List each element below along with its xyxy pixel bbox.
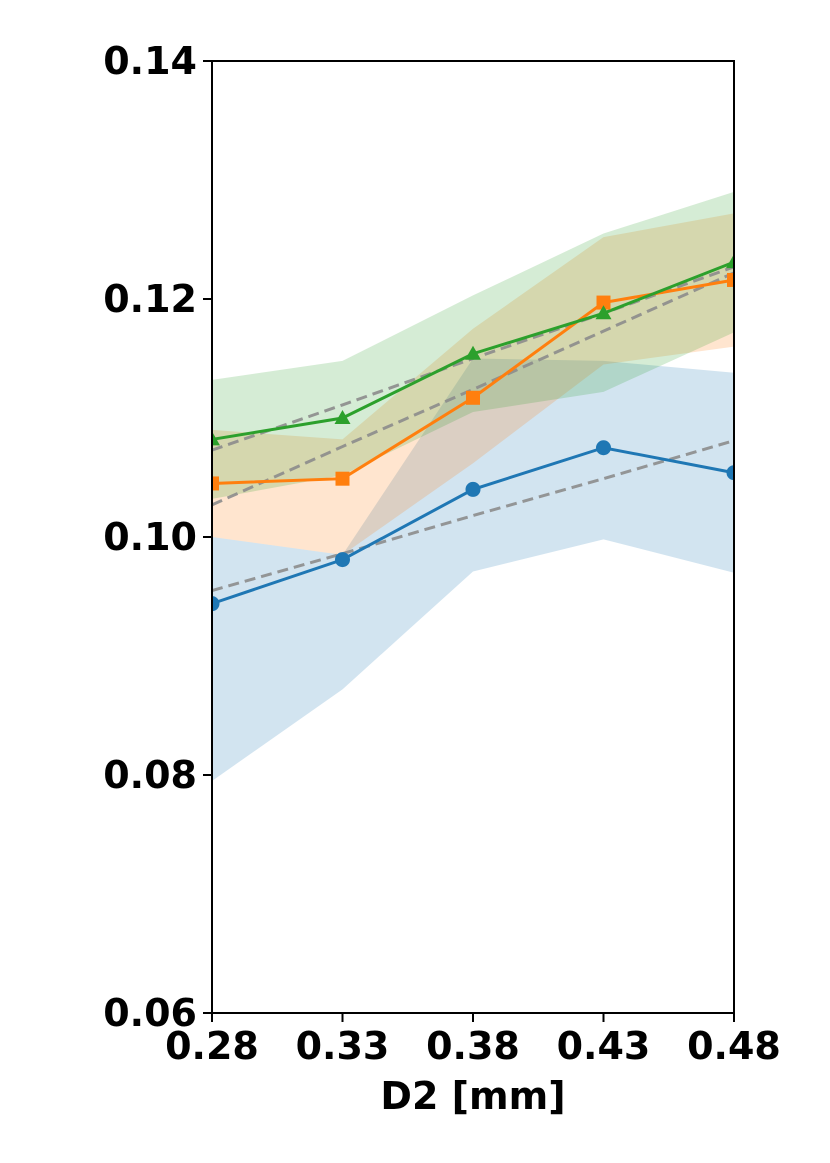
band-series-1 [212,358,734,781]
y-tick-label-2: 0.08 [103,753,197,797]
y-tick-label-3: 0.10 [103,515,197,559]
point-series-1-2 [335,552,350,568]
point-series-1-3 [465,481,481,497]
y-tick-label-4: 0.12 [103,277,197,321]
x-tick-label-2: 0.33 [296,1024,390,1068]
x-tick-label-4: 0.43 [557,1024,651,1068]
point-series-3-1 [212,431,220,446]
y-tick-label-1: 0.06 [103,991,197,1035]
point-series-3-4 [595,305,612,320]
point-series-1-1 [212,596,220,612]
point-series-2-5 [727,272,734,287]
point-series-3-3 [465,345,481,360]
x-axis-title: D2 [mm] [380,1074,565,1118]
point-series-2-1 [212,476,219,491]
trend-line-series-2 [211,271,735,507]
y-tick-label-5: 0.14 [103,39,197,83]
x-axis: 0.28 0.33 0.38 0.43 0.48 [165,1013,781,1068]
trend-line-series-1 [211,439,735,592]
point-series-1-4 [596,440,611,456]
point-series-3-5 [726,254,734,269]
series-markers [212,254,734,612]
point-series-1-5 [726,465,734,481]
x-tick-label-1: 0.28 [165,1024,259,1068]
point-series-2-4 [596,295,611,310]
x-tick-label-5: 0.48 [687,1024,781,1068]
y-axis: 0.06 0.08 0.10 0.12 0.14 [103,39,212,1035]
point-series-3-2 [334,410,351,424]
x-tick-label-3: 0.38 [426,1024,520,1068]
point-series-2-2 [335,471,350,486]
point-series-2-3 [466,390,480,405]
